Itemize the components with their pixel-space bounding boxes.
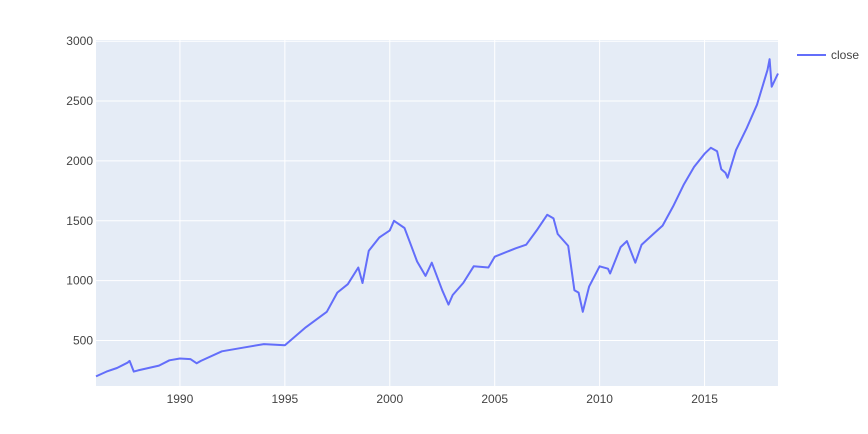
y-tick-label: 1000 (66, 274, 93, 288)
x-tick-label: 2000 (376, 392, 403, 406)
x-tick-label: 2005 (481, 392, 508, 406)
x-tick-label: 2010 (586, 392, 613, 406)
y-tick-label: 500 (73, 334, 93, 348)
y-tick-label: 2000 (66, 154, 93, 168)
grid-lines (96, 40, 778, 386)
x-axis-ticks: 1990 1995 2000 2005 2010 2015 (167, 392, 719, 406)
legend[interactable]: close (797, 48, 859, 62)
x-tick-label: 1995 (272, 392, 299, 406)
y-tick-label: 2500 (66, 94, 93, 108)
series-line-close (95, 58, 779, 378)
y-axis-ticks: 500 1000 1500 2000 2500 3000 (66, 34, 93, 347)
x-tick-label: 2015 (691, 392, 718, 406)
y-tick-label: 1500 (66, 214, 93, 228)
legend-label-close: close (831, 48, 859, 62)
y-tick-label: 3000 (66, 34, 93, 48)
plot-area (96, 40, 778, 386)
series-layer (95, 58, 779, 378)
x-tick-label: 1990 (167, 392, 194, 406)
